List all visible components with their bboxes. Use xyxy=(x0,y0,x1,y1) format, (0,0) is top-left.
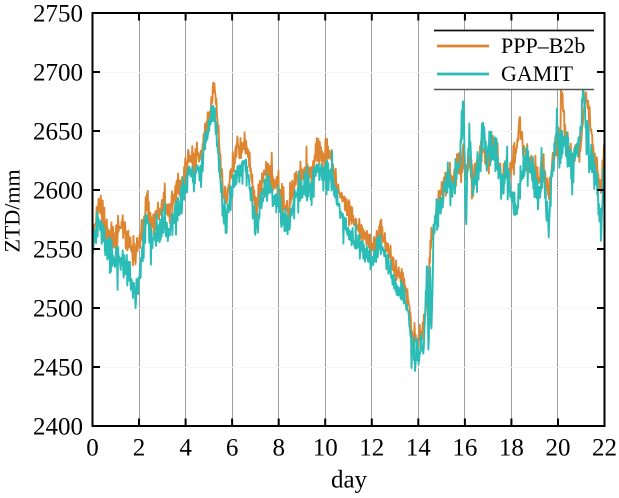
svg-text:2400: 2400 xyxy=(33,413,83,440)
svg-text:2700: 2700 xyxy=(33,59,83,86)
svg-text:20: 20 xyxy=(546,435,571,462)
svg-text:18: 18 xyxy=(499,435,524,462)
svg-text:2: 2 xyxy=(133,435,146,462)
svg-text:2750: 2750 xyxy=(33,0,83,27)
svg-text:ZTD/mm: ZTD/mm xyxy=(0,169,25,252)
svg-text:8: 8 xyxy=(272,435,285,462)
svg-text:16: 16 xyxy=(452,435,477,462)
svg-text:PPP–B2b: PPP–B2b xyxy=(501,33,585,58)
svg-text:14: 14 xyxy=(406,435,432,462)
svg-text:2500: 2500 xyxy=(33,295,83,322)
svg-text:day: day xyxy=(331,467,368,494)
svg-text:22: 22 xyxy=(592,435,617,462)
svg-text:12: 12 xyxy=(359,435,384,462)
svg-text:6: 6 xyxy=(226,435,239,462)
svg-text:GAMIT: GAMIT xyxy=(501,61,574,86)
svg-text:0: 0 xyxy=(86,435,99,462)
svg-text:10: 10 xyxy=(313,435,338,462)
svg-text:2450: 2450 xyxy=(33,354,83,381)
svg-text:2600: 2600 xyxy=(33,177,83,204)
svg-text:4: 4 xyxy=(179,435,192,462)
svg-text:2650: 2650 xyxy=(33,118,83,145)
svg-text:2550: 2550 xyxy=(33,236,83,263)
